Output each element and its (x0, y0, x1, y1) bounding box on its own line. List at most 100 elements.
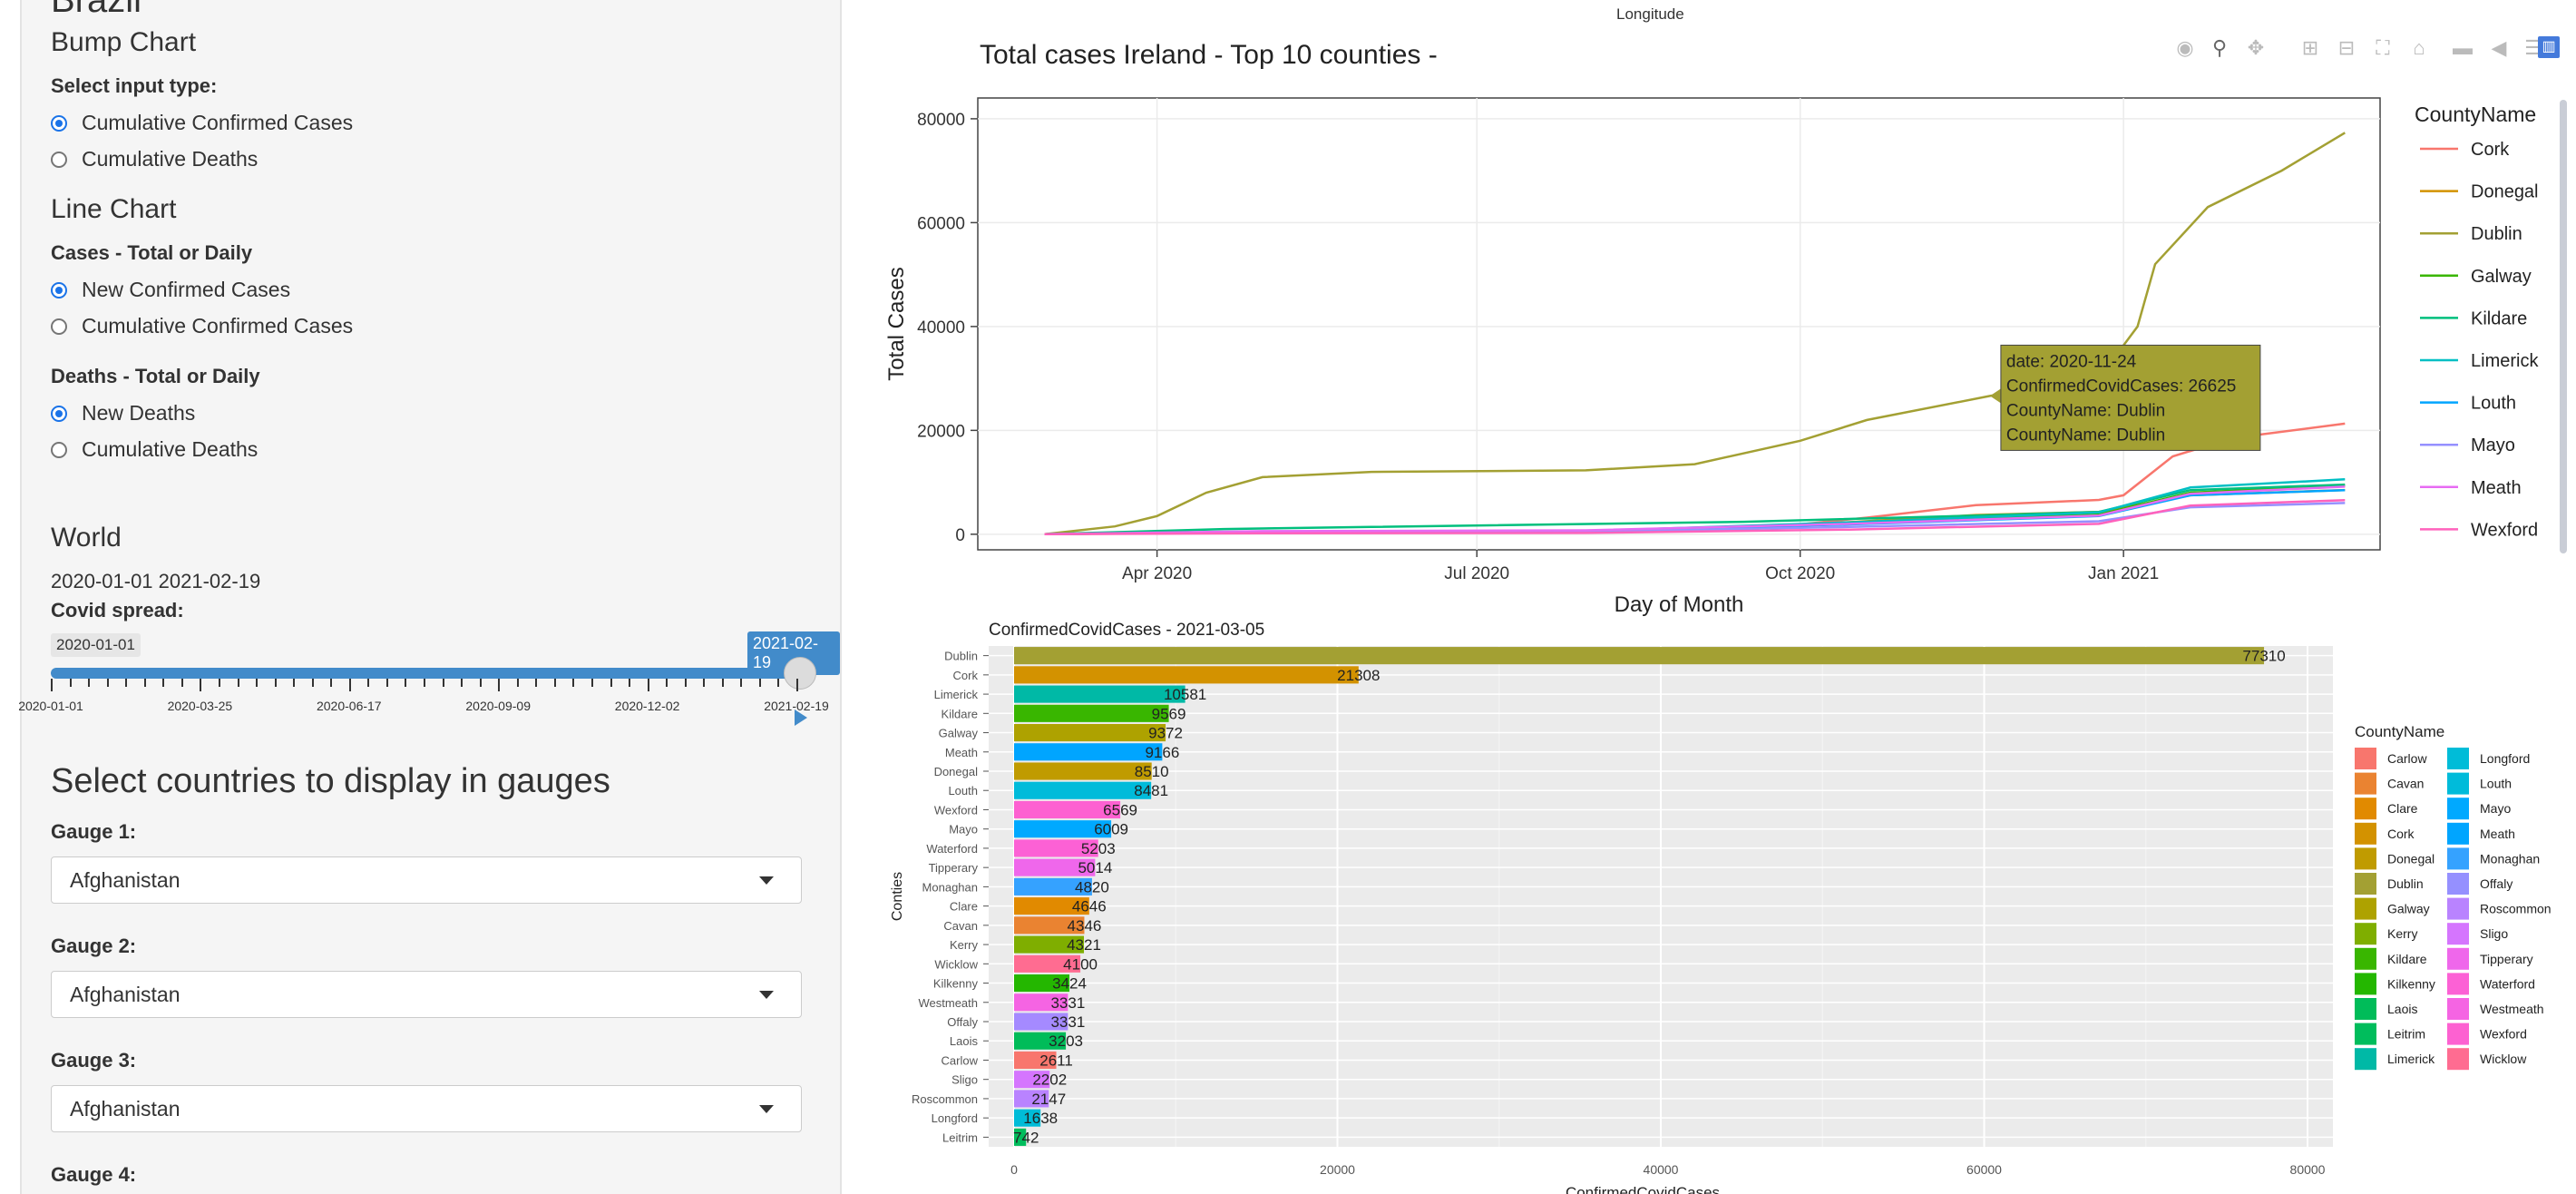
line-chart: Total cases Ireland - Top 10 counties - A… (884, 40, 2539, 617)
legend-swatch (2355, 748, 2376, 769)
slider-tick (405, 679, 407, 687)
radio-label: Cumulative Confirmed Cases (82, 111, 354, 134)
longitude-axis-label: Longitude (1616, 5, 1684, 23)
legend-label: Monaghan (2480, 851, 2540, 866)
bar-value-label: 742 (1013, 1129, 1039, 1146)
zoom-in-icon[interactable]: ⊞ (2301, 36, 2319, 59)
legend-label: Tipperary (2480, 952, 2533, 966)
slider-track[interactable] (51, 668, 796, 679)
legend-swatch (2447, 998, 2469, 1020)
y-tick-label: Dublin (944, 650, 978, 663)
plotly-logo-icon[interactable]: ▥ (2538, 36, 2560, 58)
legend-label: Donegal (2387, 851, 2435, 866)
gauge-1-label: Gauge 1: (51, 820, 137, 843)
radio-dot[interactable] (51, 318, 67, 335)
slider-tick (647, 679, 649, 691)
legend-scrollbar[interactable] (2560, 100, 2567, 553)
radio-dot-selected[interactable] (51, 405, 67, 422)
bar-mayo (1014, 820, 1112, 838)
hover-compare-icon[interactable]: ☰ (2524, 36, 2542, 59)
slider-tick (666, 679, 668, 687)
slider-tick (181, 679, 183, 687)
bar-value-label: 6569 (1103, 801, 1137, 818)
zoom-icon[interactable]: ⚲ (2211, 36, 2228, 59)
legend-label: Galway (2471, 267, 2532, 287)
bar-donegal (1014, 762, 1152, 780)
radio-new-confirmed[interactable]: New Confirmed Cases (51, 278, 290, 302)
y-tick-label: Cavan (943, 919, 978, 933)
chevron-down-icon (759, 1105, 774, 1113)
pan-icon[interactable]: ✥ (2247, 36, 2265, 59)
autoscale-icon[interactable]: ⛶ (2376, 36, 2390, 59)
legend-label: Clare (2387, 801, 2418, 816)
slider-tick (143, 679, 146, 687)
x-axis-title: ConfirmedCovidCases (1566, 1184, 1720, 1194)
legend-label: Carlow (2387, 751, 2427, 766)
radio-dot[interactable] (51, 441, 67, 458)
radio-cumulative-deaths-line[interactable]: Cumulative Deaths (51, 437, 258, 462)
bar-value-label: 8481 (1134, 782, 1168, 799)
spike-lines-icon[interactable]: ▬ (2453, 36, 2473, 59)
slider-tick (572, 679, 575, 687)
y-tick-label: Roscommon (912, 1092, 978, 1106)
legend-label: Louth (2480, 777, 2512, 791)
y-tick-label: Westmeath (918, 996, 978, 1010)
y-tick-label: Tipperary (929, 861, 979, 875)
zoom-out-icon[interactable]: ⊟ (2337, 36, 2356, 59)
slider-tick (461, 679, 463, 687)
bar-westmeath (1014, 993, 1068, 1012)
y-tick-label: Monaghan (922, 880, 978, 894)
slider-tick (51, 679, 53, 691)
legend-label: Louth (2471, 394, 2516, 414)
bar-clare (1014, 897, 1089, 915)
slider-tick (629, 679, 631, 687)
legend-label: Cavan (2387, 777, 2424, 791)
bar-value-label: 4100 (1063, 955, 1098, 973)
chevron-down-icon (759, 991, 774, 999)
bar-value-label: 8510 (1135, 763, 1169, 780)
radio-new-deaths[interactable]: New Deaths (51, 401, 195, 426)
radio-dot[interactable] (51, 151, 67, 168)
chevron-down-icon (759, 876, 774, 885)
gauge-3-select[interactable]: Afghanistan (51, 1085, 802, 1132)
slider-tick (367, 679, 370, 687)
y-tick-label: Carlow (942, 1053, 979, 1067)
radio-cumulative-confirmed[interactable]: Cumulative Confirmed Cases (51, 111, 353, 135)
camera-icon[interactable]: ◉ (2176, 36, 2194, 59)
gauge-2-select[interactable]: Afghanistan (51, 971, 802, 1018)
slider-handle[interactable] (784, 657, 816, 690)
bar-kilkenny (1014, 974, 1070, 993)
country-heading: Brazil (51, 0, 142, 20)
bar-value-label: 9372 (1148, 725, 1183, 742)
radio-cumulative-deaths[interactable]: Cumulative Deaths (51, 147, 258, 171)
radio-dot-selected[interactable] (51, 281, 67, 298)
bar-longford (1014, 1109, 1041, 1127)
slider-tick (740, 679, 743, 687)
y-tick-label: Clare (950, 900, 978, 914)
slider-tick (256, 679, 259, 687)
legend-swatch (2447, 748, 2469, 769)
hover-closest-icon[interactable]: ◀ (2491, 36, 2507, 59)
play-icon[interactable] (795, 710, 807, 726)
gauge-3-label: Gauge 3: (51, 1049, 137, 1072)
y-tick-label: Leitrim (942, 1130, 978, 1144)
legend-label: Meath (2471, 478, 2522, 498)
legend-label: Longford (2480, 751, 2530, 766)
bar-value-label: 6009 (1094, 821, 1128, 838)
legend-label: Cork (2387, 827, 2415, 841)
tooltip-pointer (1989, 388, 2001, 404)
slider-tick (516, 679, 519, 687)
reset-axes-icon[interactable]: ⌂ (2413, 36, 2425, 59)
bar-value-label: 1638 (1023, 1110, 1058, 1127)
legend-swatch (2355, 973, 2376, 995)
legend-swatch (2355, 772, 2376, 795)
legend-swatch (2355, 998, 2376, 1020)
legend-swatch (2355, 897, 2376, 920)
bar-value-label: 2147 (1031, 1091, 1066, 1108)
radio-cumulative-confirmed-cases[interactable]: Cumulative Confirmed Cases (51, 314, 353, 338)
radio-dot-selected[interactable] (51, 114, 67, 132)
gauge-1-select[interactable]: Afghanistan (51, 856, 802, 904)
bar-cork (1014, 666, 1359, 684)
bar-value-label: 3203 (1049, 1033, 1083, 1050)
y-tick-label: Wicklow (934, 957, 978, 971)
